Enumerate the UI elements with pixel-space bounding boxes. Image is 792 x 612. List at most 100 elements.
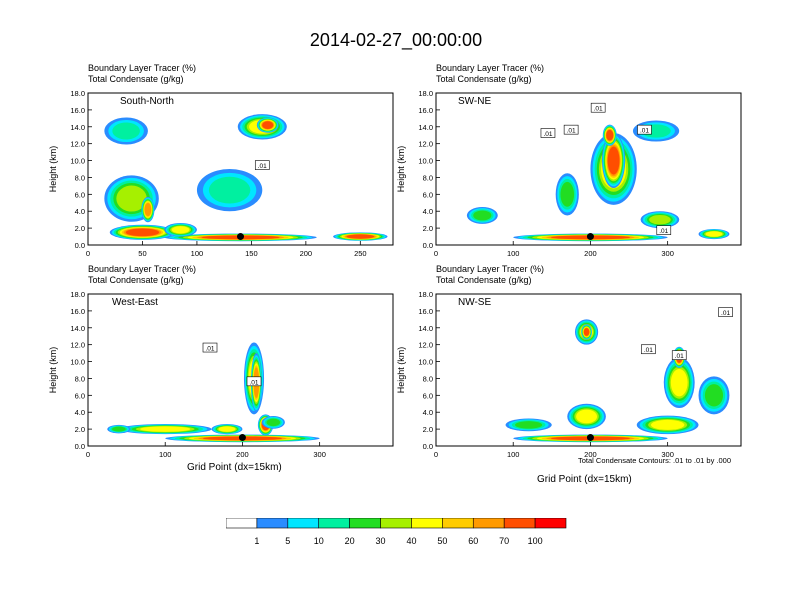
contour-label-box <box>254 160 270 170</box>
colorbar-label: 60 <box>468 536 479 546</box>
colorbar-bin <box>256 518 289 529</box>
x-tick-label: 0 <box>86 249 90 258</box>
y-tick-label: 12.0 <box>418 341 433 350</box>
chart-panel-nw-se: 0.0 2.0 4.0 6.0 8.0 10.0 12.0 14.0 16.0 18.0 0 100 2… <box>396 290 742 459</box>
contour-label-box <box>540 128 556 138</box>
y-tick-label: 0.0 <box>75 442 85 451</box>
y-axis-title: Height (km) <box>48 146 58 193</box>
panel-header-sw-ne: Boundary Layer Tracer (%) Total Condensa… <box>436 63 544 85</box>
x-axis-title-west-east: Grid Point (dx=15km) <box>187 462 282 473</box>
tracer-blob <box>576 409 598 424</box>
y-tick-label: 14.0 <box>70 123 85 132</box>
x-tick-label: 200 <box>584 450 597 459</box>
y-tick-label: 2.0 <box>75 425 85 434</box>
x-tick-label: 100 <box>507 450 520 459</box>
location-marker <box>586 233 594 241</box>
y-tick-label: 12.0 <box>70 341 85 350</box>
colorbar-bin <box>287 518 320 529</box>
tracer-blob <box>125 228 160 237</box>
plot-frame <box>435 293 742 447</box>
contour-label: .01 <box>567 128 576 135</box>
tracer-field <box>88 93 393 245</box>
panel-header-west-east: Boundary Layer Tracer (%) Total Condensa… <box>88 264 196 286</box>
tracer-field <box>436 93 741 245</box>
y-tick-label: 14.0 <box>418 324 433 333</box>
contour-label-box <box>671 350 687 360</box>
tracer-blob <box>560 181 575 207</box>
colorbar-bin <box>349 518 381 529</box>
colorbar-label: 10 <box>313 536 324 546</box>
tracer-blob <box>218 426 236 432</box>
colorbar-labels: 1 5 10 20 30 40 50 60 70 100 <box>226 536 566 548</box>
tracer-blob <box>670 368 688 397</box>
plot-frame <box>87 293 394 447</box>
y-axis-title: Height (km) <box>396 347 406 394</box>
colorbar-label: 30 <box>375 536 386 546</box>
tracer-blob <box>144 202 152 217</box>
x-tick-label: 100 <box>507 249 520 258</box>
colorbar-label: 1 <box>254 536 260 546</box>
y-tick-label: 16.0 <box>418 307 433 316</box>
y-tick-label: 8.0 <box>423 374 433 383</box>
colorbar-bin <box>318 518 350 529</box>
y-tick-label: 0.0 <box>423 442 433 451</box>
plot-frame <box>435 92 742 246</box>
contour-label: .01 <box>721 310 730 317</box>
colorbar-bin <box>226 518 258 529</box>
y-tick-label: 14.0 <box>418 123 433 132</box>
y-tick-label: 6.0 <box>423 391 433 400</box>
y-tick-label: 8.0 <box>75 374 85 383</box>
tracer-blob <box>606 129 614 141</box>
contour-label-box <box>718 307 733 317</box>
y-tick-label: 18.0 <box>418 290 433 299</box>
y-tick-label: 18.0 <box>418 89 433 98</box>
contour-label-box <box>246 376 262 387</box>
tracer-blob <box>704 384 724 407</box>
contour-label-box <box>637 124 652 135</box>
x-tick-label: 0 <box>434 450 438 459</box>
y-tick-label: 4.0 <box>75 408 85 417</box>
contour-label-box <box>590 102 606 113</box>
contour-label: .01 <box>675 353 684 360</box>
tracer-blob <box>346 234 375 239</box>
y-tick-label: 4.0 <box>75 207 85 216</box>
tracer-field <box>88 294 393 446</box>
contour-label-box <box>641 344 656 355</box>
y-axis-title: Height (km) <box>396 146 406 193</box>
y-tick-label: 10.0 <box>418 157 433 166</box>
y-tick-label: 10.0 <box>70 358 85 367</box>
contour-label-box <box>656 225 672 235</box>
y-tick-label: 2.0 <box>75 224 85 233</box>
contour-label-box <box>202 342 218 353</box>
tracer-blob <box>649 214 671 225</box>
tracer-field <box>436 294 741 446</box>
contour-label: .01 <box>640 128 649 135</box>
y-axis-title: Height (km) <box>48 347 58 394</box>
tracer-blob <box>112 122 140 140</box>
y-tick-label: 2.0 <box>423 425 433 434</box>
tracer-blob <box>473 210 492 221</box>
y-tick-label: 8.0 <box>75 173 85 182</box>
x-tick-label: 150 <box>245 249 258 258</box>
contour-label: .01 <box>644 347 653 354</box>
x-axis-title-nw-se: Grid Point (dx=15km) <box>537 474 632 485</box>
tracer-blob <box>171 226 190 234</box>
location-marker <box>237 233 244 241</box>
chart-panel-sw-ne: 0.0 2.0 4.0 6.0 8.0 10.0 12.0 14.0 16.0 18.0 0 100 2… <box>396 89 742 258</box>
x-tick-label: 100 <box>191 249 204 258</box>
y-tick-label: 18.0 <box>70 89 85 98</box>
y-tick-label: 6.0 <box>423 190 433 199</box>
x-tick-label: 200 <box>300 249 313 258</box>
x-tick-label: 300 <box>313 450 326 459</box>
tracer-blob <box>583 328 590 336</box>
x-tick-label: 50 <box>138 249 146 258</box>
panel-header-line2: Total Condensate (g/kg) <box>436 275 532 285</box>
tracer-blob <box>705 231 723 237</box>
x-tick-label: 300 <box>661 249 674 258</box>
location-marker <box>238 434 246 442</box>
x-tick-label: 200 <box>584 249 597 258</box>
y-tick-label: 0.0 <box>75 241 85 250</box>
panel-header-line2: Total Condensate (g/kg) <box>436 74 532 84</box>
panel-header-line1: Boundary Layer Tracer (%) <box>88 264 197 274</box>
region-label-south-north: South-North <box>120 96 174 107</box>
